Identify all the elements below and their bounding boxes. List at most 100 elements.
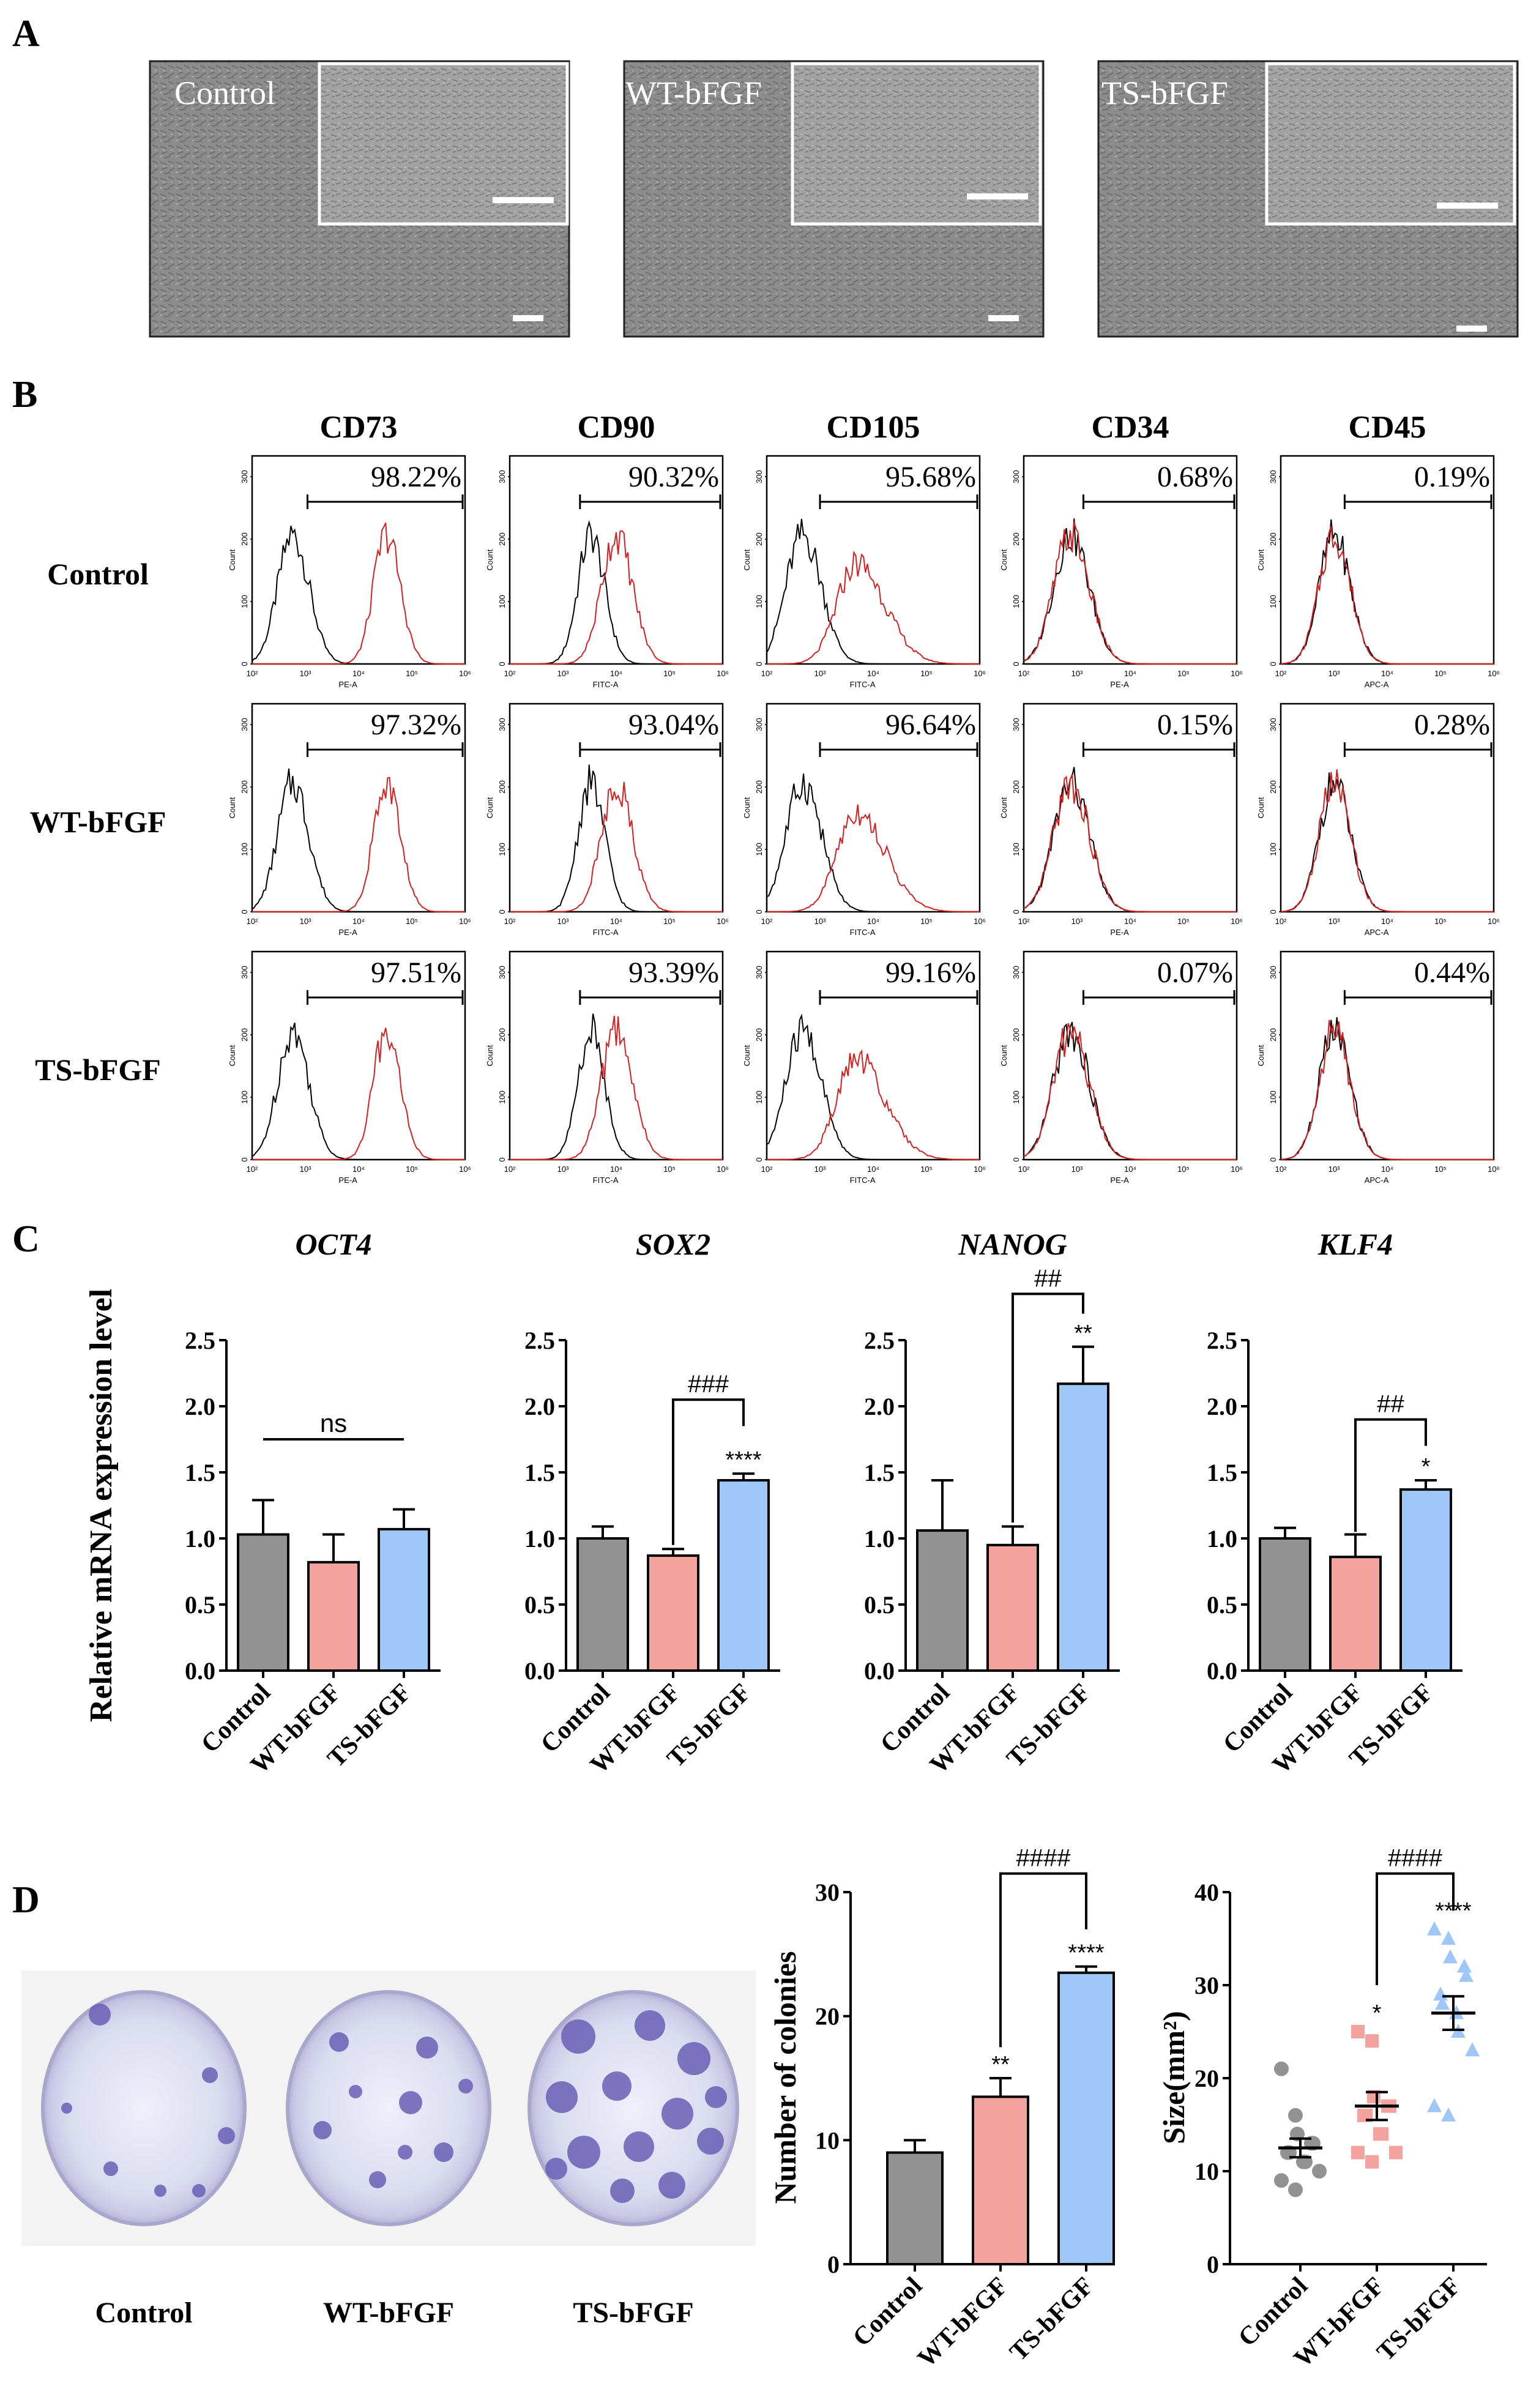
y-tick-label: 0 (1207, 2251, 1219, 2278)
y-tick-label: 100 (1012, 595, 1021, 608)
marker-histogram (510, 1015, 723, 1160)
y-tick-label: 2.5 (524, 1327, 555, 1354)
y-tick-label: 100 (240, 843, 249, 856)
colony (192, 2184, 206, 2197)
dish-wt-bfgf: WT-bFGF (266, 1970, 511, 2329)
scale-bar-inset (967, 193, 1028, 199)
x-tick-label: 10⁴ (1381, 1165, 1393, 1174)
panel-c: 0.00.51.01.52.02.5ControlWT-bFGFTS-bFGFn… (84, 1227, 1463, 1780)
x-axis-label: PE-A (338, 680, 357, 689)
x-tick-label: 10² (1018, 669, 1030, 678)
x-tick-label: 10⁶ (1488, 1165, 1500, 1174)
marker-histogram (1280, 526, 1494, 665)
x-axis-label: PE-A (1110, 1176, 1129, 1185)
x-tick-label: 10³ (1328, 917, 1340, 926)
comparison-label: #### (1388, 1845, 1443, 1872)
y-axis-label: Count (999, 797, 1008, 818)
x-axis-label: FITC-A (593, 1176, 619, 1185)
x-axis-label: FITC-A (850, 1176, 876, 1185)
y-tick-label: 2.5 (864, 1327, 895, 1354)
colony (398, 2145, 412, 2160)
plot-frame (766, 950, 981, 1161)
x-tick-label: 10⁴ (1124, 917, 1136, 926)
colony (416, 2037, 438, 2059)
colony (635, 2010, 665, 2041)
y-tick-label: 20 (815, 2003, 840, 2030)
gate-percentage: 0.07% (1157, 956, 1233, 989)
x-tick-label: 10⁵ (1177, 1165, 1190, 1174)
x-axis-label: FITC-A (593, 928, 619, 937)
significance-mark: * (1373, 2000, 1382, 2026)
y-tick-label: 300 (240, 966, 249, 979)
colony (705, 2086, 727, 2108)
marker-histogram (1023, 1023, 1237, 1160)
x-axis-label: PE-A (338, 1176, 357, 1185)
marker-title-cd90: CD90 (577, 410, 655, 445)
x-tick-label: 10⁵ (663, 917, 676, 926)
y-tick-label: 300 (1012, 966, 1021, 979)
x-tick-label: 10⁶ (1231, 669, 1243, 678)
flow-histogram-cd105: 0 100 200 300 Count 10² 10³ 10⁴ 10⁵ 10⁶ FITC-A 96.6… (742, 703, 986, 937)
x-tick-label: 10⁵ (406, 1165, 418, 1174)
x-tick-label: 10⁶ (974, 669, 986, 678)
x-tick-label: 10² (247, 669, 258, 678)
y-tick-label: 1.5 (524, 1459, 555, 1486)
bar-wt-bfgf (1329, 1556, 1382, 1672)
inset-ts (1265, 62, 1516, 226)
x-tick-label: 10⁴ (352, 1165, 365, 1174)
x-tick-label: 10⁴ (352, 669, 365, 678)
x-tick-label: TS-bFGF (1371, 2272, 1466, 2367)
colony (567, 2136, 600, 2169)
x-tick-label: TS-bFGF (1004, 2272, 1099, 2367)
x-tick-label: 10⁴ (610, 669, 622, 678)
plot-frame (251, 455, 466, 665)
bar-control (916, 1529, 969, 1672)
marker-title-cd73: CD73 (319, 410, 397, 445)
x-tick-label: 10² (761, 669, 773, 678)
y-axis-label: Count (742, 797, 751, 818)
marker-histogram (1280, 1019, 1494, 1160)
micrograph-control: Control (149, 60, 570, 338)
marker-histogram (767, 804, 980, 912)
x-tick-label: 10² (1018, 1165, 1030, 1174)
x-tick-label: 10³ (300, 1165, 311, 1174)
y-tick-label: 0 (827, 2251, 840, 2278)
y-axis-label: Count (999, 549, 1008, 570)
x-tick-label: 10³ (814, 917, 826, 926)
colony (202, 2067, 218, 2083)
y-tick-label: 100 (497, 843, 507, 856)
colony (458, 2079, 473, 2093)
flow-histogram-cd45: 0 100 200 300 Count 10² 10³ 10⁴ 10⁵ 10⁶ APC-A 0.28% (1256, 703, 1500, 937)
plot-frame (766, 455, 981, 665)
x-tick-label: Control (848, 2272, 928, 2352)
x-tick-label: 10⁴ (610, 917, 622, 926)
panel-a: Control WT-bFGF TS-bFGF (149, 60, 1519, 338)
y-axis-label: Count (1256, 1045, 1265, 1066)
x-tick-label: 10⁴ (610, 1165, 622, 1174)
x-tick-label: 10⁵ (663, 1165, 676, 1174)
data-point (1365, 2155, 1379, 2169)
dish (286, 1990, 491, 2226)
y-tick-label: 200 (1269, 1028, 1278, 1042)
plot-frame (509, 950, 724, 1161)
marker-histogram (252, 777, 465, 912)
y-tick-label: 2.5 (185, 1327, 215, 1354)
flow-histogram-cd34: 0 100 200 300 Count 10² 10³ 10⁴ 10⁵ 10⁶ PE-A 0.07% (999, 950, 1243, 1185)
flow-histogram-cd34: 0 100 200 300 Count 10² 10³ 10⁴ 10⁵ 10⁶ PE-A 0.15% (999, 703, 1243, 937)
bar-wt-bfgf (647, 1554, 699, 1672)
y-tick-label: 1.0 (864, 1525, 895, 1553)
data-point (1359, 2108, 1373, 2122)
isotype-histogram (766, 773, 980, 912)
x-tick-label: 10⁵ (406, 669, 418, 678)
x-axis-label: APC-A (1365, 928, 1389, 937)
y-tick-label: 100 (1269, 843, 1278, 856)
colony (545, 2158, 567, 2180)
marker-histogram (252, 1027, 465, 1160)
y-tick-label: 2.0 (524, 1393, 555, 1420)
flow-histogram-cd105: 0 100 200 300 Count 10² 10³ 10⁴ 10⁵ 10⁶ FITC-A 95.6… (742, 455, 986, 689)
flow-histogram-cd90: 0 100 200 300 Count 10² 10³ 10⁴ 10⁵ 10⁶ FITC-A 93.0… (485, 703, 729, 937)
y-tick-label: 300 (755, 718, 764, 731)
